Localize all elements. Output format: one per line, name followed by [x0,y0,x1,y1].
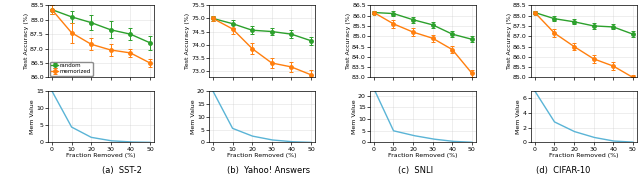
Y-axis label: Mem Value: Mem Value [516,99,522,134]
Y-axis label: Test Accuracy (%): Test Accuracy (%) [184,13,189,69]
Text: (b)  Yahoo! Answers: (b) Yahoo! Answers [227,166,310,175]
Text: (a)  SST-2: (a) SST-2 [102,166,141,175]
X-axis label: Fraction Removed (%): Fraction Removed (%) [227,153,297,158]
Text: (c)  SNLI: (c) SNLI [399,166,433,175]
Y-axis label: Mem Value: Mem Value [29,99,35,134]
Legend: random, memorized: random, memorized [50,62,93,76]
X-axis label: Fraction Removed (%): Fraction Removed (%) [549,153,619,158]
Text: (d)  CIFAR-10: (d) CIFAR-10 [536,166,590,175]
Y-axis label: Test Accuracy (%): Test Accuracy (%) [24,13,29,69]
Y-axis label: Test Accuracy (%): Test Accuracy (%) [507,13,511,69]
Y-axis label: Test Accuracy (%): Test Accuracy (%) [346,13,351,69]
Y-axis label: Mem Value: Mem Value [351,99,356,134]
Y-axis label: Mem Value: Mem Value [191,99,196,134]
X-axis label: Fraction Removed (%): Fraction Removed (%) [66,153,136,158]
X-axis label: Fraction Removed (%): Fraction Removed (%) [388,153,458,158]
